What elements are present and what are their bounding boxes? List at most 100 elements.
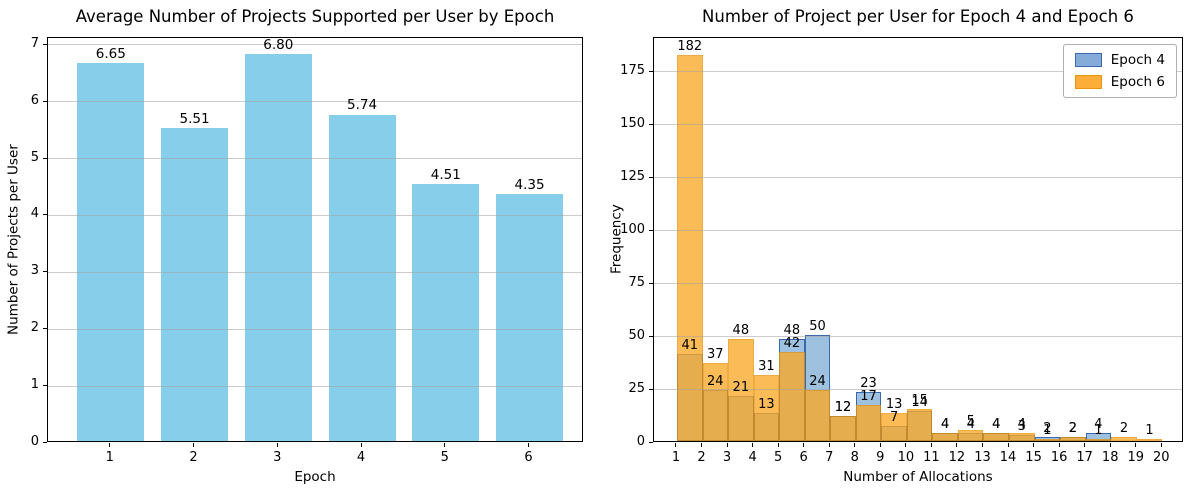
hist-bar-epoch-6: [1085, 438, 1112, 441]
x-tick-mark: [1084, 443, 1086, 447]
y-tick-mark: [43, 328, 47, 330]
x-tick-mark: [1135, 443, 1137, 447]
y-tick-label: 175: [620, 62, 645, 78]
y-tick-mark: [649, 388, 653, 390]
left-chart-title: Average Number of Projects Supported per…: [75, 7, 555, 26]
x-tick-mark: [854, 443, 856, 447]
legend-entry-epoch-6: Epoch 6: [1074, 74, 1165, 90]
value-label: 5: [966, 414, 975, 430]
value-label: 5.74: [347, 97, 378, 114]
y-tick-mark: [43, 43, 47, 45]
y-tick-mark: [649, 442, 653, 443]
y-tick-mark: [43, 385, 47, 387]
bar-epoch-1: [77, 62, 145, 441]
value-label: 6.65: [95, 45, 126, 62]
legend: Epoch 4 Epoch 6: [1062, 44, 1177, 98]
value-label: 37: [707, 346, 724, 362]
gridline: [654, 230, 1182, 232]
hist-bar-epoch-6: [906, 409, 933, 441]
x-tick-mark: [803, 443, 805, 447]
value-label: 50: [809, 318, 826, 334]
x-tick-label: 7: [825, 450, 834, 465]
x-tick-label: 11: [923, 450, 940, 465]
y-tick-mark: [649, 335, 653, 337]
value-label: 31: [758, 359, 775, 375]
legend-label-epoch-4: Epoch 4: [1110, 52, 1165, 68]
value-label: 5.51: [179, 110, 210, 127]
value-label: 1: [1043, 422, 1052, 438]
value-label: 4: [966, 416, 975, 432]
x-tick-mark: [1160, 443, 1162, 447]
x-tick-mark: [726, 443, 728, 447]
left-chart-xaxis-label: Epoch: [294, 469, 336, 485]
x-tick-mark: [444, 443, 446, 447]
x-tick-label: 2: [697, 450, 706, 465]
right-chart: 41 24 21 13 48 50 12 23 7 14 4 4 4 3 2 2 4 182 37 48 31 42 24 1…: [609, 7, 1183, 485]
gridline: [654, 177, 1182, 179]
x-tick-label: 4: [356, 450, 366, 465]
value-label: 4.35: [514, 176, 545, 193]
gridline: [654, 283, 1182, 285]
x-tick-label: 13: [974, 450, 991, 465]
x-tick-label: 6: [799, 450, 808, 465]
x-tick-label: 19: [1127, 450, 1144, 465]
x-tick-label: 8: [850, 450, 859, 465]
legend-label-epoch-6: Epoch 6: [1110, 74, 1165, 90]
y-tick-mark: [649, 176, 653, 178]
value-label: 4: [1094, 416, 1103, 432]
x-tick-label: 1: [671, 450, 681, 465]
y-tick-label: 75: [628, 274, 645, 290]
y-tick-mark: [43, 214, 47, 216]
bar-epoch-2: [161, 127, 229, 441]
x-tick-label: 5: [440, 450, 449, 465]
x-tick-label: 4: [748, 450, 757, 465]
value-label: 15: [911, 393, 928, 409]
hist-bar-epoch-6: [804, 390, 831, 441]
value-label: 2: [1119, 420, 1129, 436]
y-tick-mark: [649, 282, 653, 284]
value-label: 6.80: [263, 37, 294, 54]
y-tick-mark: [43, 442, 47, 443]
x-tick-label: 2: [189, 450, 198, 465]
gridline: [654, 124, 1182, 126]
y-tick-label: 7: [30, 35, 39, 51]
y-tick-mark: [649, 123, 653, 125]
x-tick-mark: [1033, 443, 1035, 447]
y-tick-label: 50: [628, 327, 645, 343]
value-label: 48: [783, 323, 801, 339]
left-chart-plot-area: 6.65 5.51 6.80 5.74 4.51 4.35: [47, 37, 583, 442]
y-tick-label: 2: [30, 320, 39, 336]
hist-bar-epoch-6: [983, 432, 1010, 441]
x-tick-mark: [1109, 443, 1111, 447]
value-label: 2: [1068, 420, 1078, 436]
value-label: 4: [1017, 416, 1026, 432]
x-tick-mark: [1007, 443, 1009, 447]
x-tick-mark: [930, 443, 932, 447]
y-tick-mark: [43, 157, 47, 159]
y-tick-label: 0: [636, 434, 645, 449]
y-tick-label: 5: [30, 149, 39, 165]
y-tick-label: 6: [30, 92, 39, 108]
value-label: 1: [1145, 422, 1154, 438]
y-tick-label: 3: [30, 263, 39, 279]
x-tick-mark: [956, 443, 958, 447]
value-label: 3: [1017, 418, 1026, 434]
hist-bar-epoch-6: [881, 413, 907, 441]
x-tick-label: 12: [948, 450, 966, 465]
value-label: 182: [677, 39, 703, 55]
x-tick-label: 18: [1101, 450, 1119, 465]
hist-bar-epoch-6: [957, 430, 984, 441]
gridline: [654, 389, 1182, 391]
y-tick-label: 150: [620, 115, 645, 131]
hist-bar-epoch-6: [702, 362, 729, 441]
value-label: 4.51: [430, 167, 461, 184]
hist-bar-epoch-6: [1111, 436, 1137, 441]
y-tick-label: 4: [30, 206, 39, 222]
bar-epoch-4: [328, 114, 396, 441]
value-label: 12: [834, 399, 852, 415]
x-tick-label: 15: [1025, 450, 1042, 465]
x-tick-mark: [981, 443, 983, 447]
bar-epoch-5: [412, 184, 480, 441]
x-tick-label: 20: [1153, 450, 1170, 465]
x-tick-label: 3: [722, 450, 732, 465]
